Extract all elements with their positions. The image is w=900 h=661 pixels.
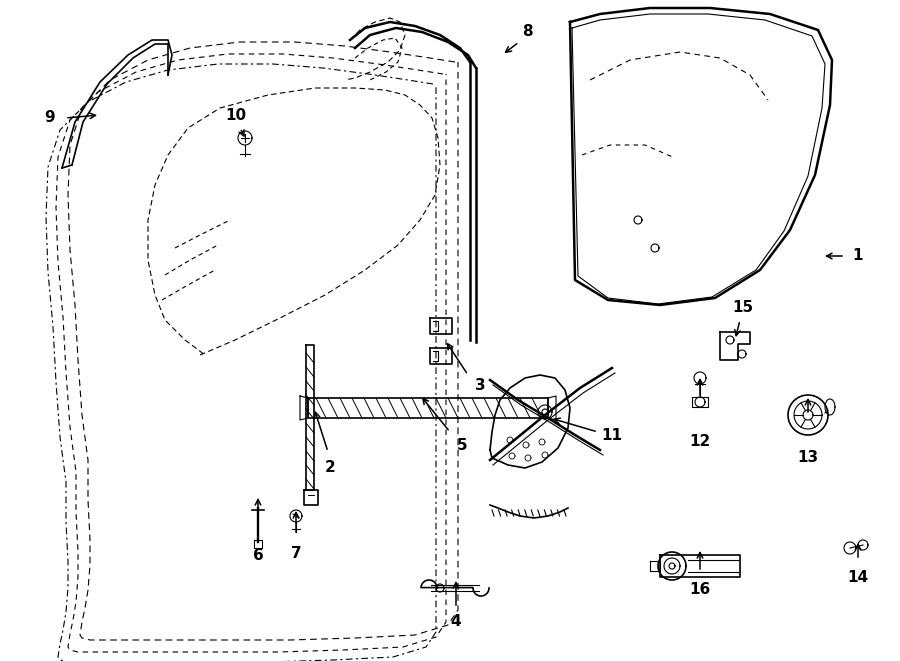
- Text: 9: 9: [45, 110, 55, 126]
- Text: 10: 10: [225, 108, 247, 124]
- Text: 4: 4: [451, 615, 462, 629]
- Text: 3: 3: [474, 377, 485, 393]
- Text: 6: 6: [253, 547, 264, 563]
- Text: 16: 16: [689, 582, 711, 598]
- Text: 15: 15: [733, 301, 753, 315]
- Text: 5: 5: [456, 438, 467, 453]
- Text: 11: 11: [601, 428, 623, 442]
- Text: 7: 7: [291, 545, 302, 561]
- Text: 12: 12: [689, 434, 711, 449]
- Text: 1: 1: [853, 249, 863, 264]
- Text: 8: 8: [522, 24, 532, 40]
- Text: 14: 14: [848, 570, 868, 586]
- Text: 13: 13: [797, 451, 819, 465]
- Text: 2: 2: [325, 461, 336, 475]
